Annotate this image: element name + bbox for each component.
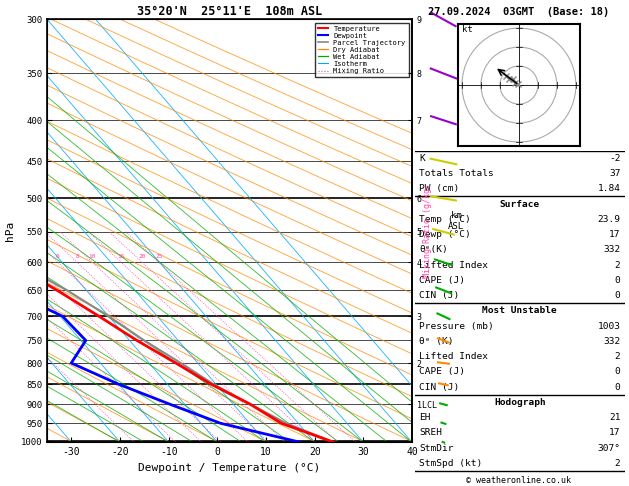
Text: EH: EH [420,413,431,422]
Text: θᵉ (K): θᵉ (K) [420,337,454,346]
Text: © weatheronline.co.uk: © weatheronline.co.uk [467,476,571,485]
Text: Hodograph: Hodograph [494,398,546,407]
Text: 10: 10 [89,254,96,259]
Text: 20: 20 [138,254,146,259]
Text: Most Unstable: Most Unstable [482,306,557,315]
Text: 2: 2 [615,260,620,270]
Text: Pressure (mb): Pressure (mb) [420,322,494,330]
Text: Temp (°C): Temp (°C) [420,215,471,224]
Text: 2: 2 [615,352,620,361]
Text: PW (cm): PW (cm) [420,184,460,193]
Title: 35°20'N  25°11'E  108m ASL: 35°20'N 25°11'E 108m ASL [137,5,322,18]
Text: 0: 0 [615,291,620,300]
Text: 1.84: 1.84 [598,184,620,193]
Text: 17: 17 [609,429,620,437]
Text: 332: 332 [603,245,620,254]
Text: 0: 0 [615,276,620,285]
Text: 25: 25 [155,254,162,259]
Text: SREH: SREH [420,429,442,437]
X-axis label: Dewpoint / Temperature (°C): Dewpoint / Temperature (°C) [138,463,321,473]
Text: Lifted Index: Lifted Index [420,260,488,270]
Text: 6: 6 [56,254,60,259]
Text: 23.9: 23.9 [598,215,620,224]
Text: Lifted Index: Lifted Index [420,352,488,361]
Text: CAPE (J): CAPE (J) [420,276,465,285]
Text: kt: kt [462,25,473,34]
Text: 17: 17 [609,230,620,239]
Text: CIN (J): CIN (J) [420,291,460,300]
Text: 8: 8 [75,254,79,259]
Text: StmSpd (kt): StmSpd (kt) [420,459,482,468]
Text: Totals Totals: Totals Totals [420,169,494,178]
Text: 307°: 307° [598,444,620,452]
Text: 21: 21 [609,413,620,422]
Y-axis label: km
ASL: km ASL [448,211,464,231]
Text: 15: 15 [118,254,125,259]
Text: 37: 37 [609,169,620,178]
Text: 332: 332 [603,337,620,346]
Y-axis label: hPa: hPa [5,221,15,241]
Text: CAPE (J): CAPE (J) [420,367,465,376]
Text: Mixing Ratio (g/kg): Mixing Ratio (g/kg) [423,183,432,278]
Text: θᵉ(K): θᵉ(K) [420,245,448,254]
Text: Dewp (°C): Dewp (°C) [420,230,471,239]
Text: 0: 0 [615,382,620,392]
Text: StmDir: StmDir [420,444,454,452]
Text: 2: 2 [615,459,620,468]
Text: Surface: Surface [500,200,540,208]
Text: -2: -2 [609,154,620,163]
Text: 0: 0 [615,367,620,376]
Legend: Temperature, Dewpoint, Parcel Trajectory, Dry Adiabat, Wet Adiabat, Isotherm, Mi: Temperature, Dewpoint, Parcel Trajectory… [314,23,408,77]
Text: 1003: 1003 [598,322,620,330]
Text: K: K [420,154,425,163]
Text: CIN (J): CIN (J) [420,382,460,392]
Text: 27.09.2024  03GMT  (Base: 18): 27.09.2024 03GMT (Base: 18) [428,7,610,17]
